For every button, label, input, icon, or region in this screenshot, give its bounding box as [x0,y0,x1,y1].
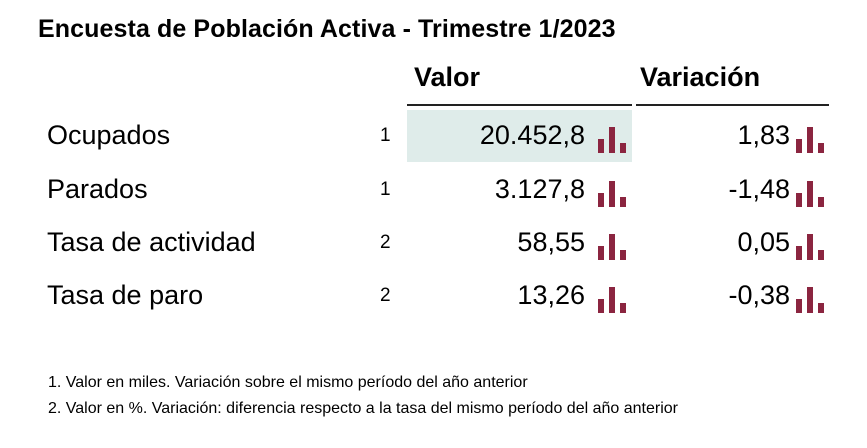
highlight-cell [407,110,632,162]
bar-chart-icon[interactable] [796,181,828,207]
row-label: Tasa de actividad [47,227,256,257]
table-row: Tasa de actividad 2 58,55 0,05 [0,217,867,269]
bar-chart-icon[interactable] [796,234,828,260]
column-rule-valor [407,104,632,106]
bar-chart-icon[interactable] [598,181,630,207]
column-rule-variacion [636,104,829,106]
bar-chart-icon[interactable] [598,127,630,153]
footnote: 2. Valor en %. Variación: diferencia res… [48,400,678,417]
row-value: 20.452,8 [479,120,585,150]
table-row: Ocupados 1 20.452,8 1,83 [0,110,867,162]
bar-chart-icon[interactable] [796,287,828,313]
column-header-valor: Valor [414,62,481,92]
row-variation: 1,83 [737,120,790,150]
row-note-marker: 1 [380,125,391,146]
row-label: Parados [47,174,148,204]
row-note-marker: 2 [380,285,391,306]
row-note-marker: 2 [380,232,391,253]
row-note-marker: 1 [380,179,391,200]
page-title: Encuesta de Población Activa - Trimestre… [38,15,616,43]
row-value: 13,26 [517,280,585,310]
bar-chart-icon[interactable] [598,234,630,260]
table-row: Tasa de paro 2 13,26 -0,38 [0,270,867,322]
bar-chart-icon[interactable] [598,287,630,313]
row-label: Tasa de paro [47,280,204,310]
footnote: 1. Valor en miles. Variación sobre el mi… [48,374,528,391]
row-variation: -0,38 [728,280,790,310]
table-row: Parados 1 3.127,8 -1,48 [0,164,867,216]
row-value: 3.127,8 [494,174,585,204]
row-variation: 0,05 [737,227,790,257]
bar-chart-icon[interactable] [796,127,828,153]
row-label: Ocupados [47,120,171,150]
column-header-variacion: Variación [640,62,761,92]
row-value: 58,55 [517,227,585,257]
row-variation: -1,48 [728,174,790,204]
